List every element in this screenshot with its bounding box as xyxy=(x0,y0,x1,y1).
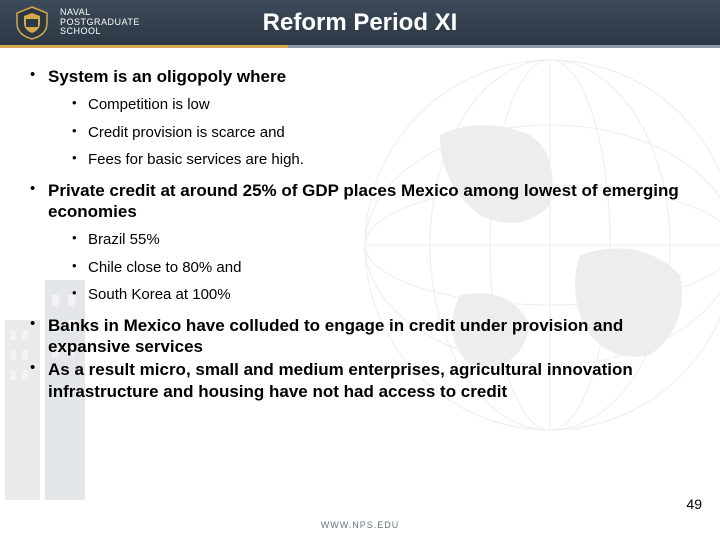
bullet-dot-icon: • xyxy=(72,150,88,167)
bullet-3: • Banks in Mexico have colluded to engag… xyxy=(24,315,696,358)
bullet-1-sub-1: • Competition is low xyxy=(72,95,696,115)
bullet-1-sub-1-text: Competition is low xyxy=(88,95,210,115)
bullet-2-sub-1: • Brazil 55% xyxy=(72,230,696,250)
bullet-4-text: As a result micro, small and medium ente… xyxy=(48,359,696,402)
institution-name: NAVAL POSTGRADUATE SCHOOL xyxy=(60,8,140,38)
footer-url: WWW.NPS.EDU xyxy=(321,520,400,530)
bullet-dot-icon: • xyxy=(30,180,48,199)
bullet-2-text: Private credit at around 25% of GDP plac… xyxy=(48,180,696,223)
institution-line3: SCHOOL xyxy=(60,27,140,37)
bullet-1: • System is an oligopoly where xyxy=(24,66,696,87)
bullet-dot-icon: • xyxy=(30,66,48,85)
bullet-2-sub-3-text: South Korea at 100% xyxy=(88,285,231,305)
bullet-4: • As a result micro, small and medium en… xyxy=(24,359,696,402)
bullet-2: • Private credit at around 25% of GDP pl… xyxy=(24,180,696,223)
nps-shield-icon xyxy=(12,5,52,41)
bullet-dot-icon: • xyxy=(30,359,48,378)
bullet-dot-icon: • xyxy=(72,95,88,112)
bullet-1-text: System is an oligopoly where xyxy=(48,66,286,87)
bullet-3-text: Banks in Mexico have colluded to engage … xyxy=(48,315,696,358)
bullet-2-sub-2: • Chile close to 80% and xyxy=(72,258,696,278)
slide-title: Reform Period XI xyxy=(263,9,458,37)
content-area: • System is an oligopoly where • Competi… xyxy=(0,48,720,402)
bullet-dot-icon: • xyxy=(30,315,48,334)
logo-area: NAVAL POSTGRADUATE SCHOOL xyxy=(0,5,140,41)
bullet-1-sub-3: • Fees for basic services are high. xyxy=(72,150,696,170)
bullet-2-sub-2-text: Chile close to 80% and xyxy=(88,258,241,278)
bullet-dot-icon: • xyxy=(72,230,88,247)
bullet-1-sub-2: • Credit provision is scarce and xyxy=(72,123,696,143)
bullet-1-sub-2-text: Credit provision is scarce and xyxy=(88,123,285,143)
bullet-1-sub-3-text: Fees for basic services are high. xyxy=(88,150,304,170)
bullet-dot-icon: • xyxy=(72,285,88,302)
page-number: 49 xyxy=(686,496,702,512)
bullet-dot-icon: • xyxy=(72,123,88,140)
header-bar: NAVAL POSTGRADUATE SCHOOL Reform Period … xyxy=(0,0,720,48)
bullet-2-sub-3: • South Korea at 100% xyxy=(72,285,696,305)
bullet-dot-icon: • xyxy=(72,258,88,275)
bullet-2-sub-1-text: Brazil 55% xyxy=(88,230,160,250)
